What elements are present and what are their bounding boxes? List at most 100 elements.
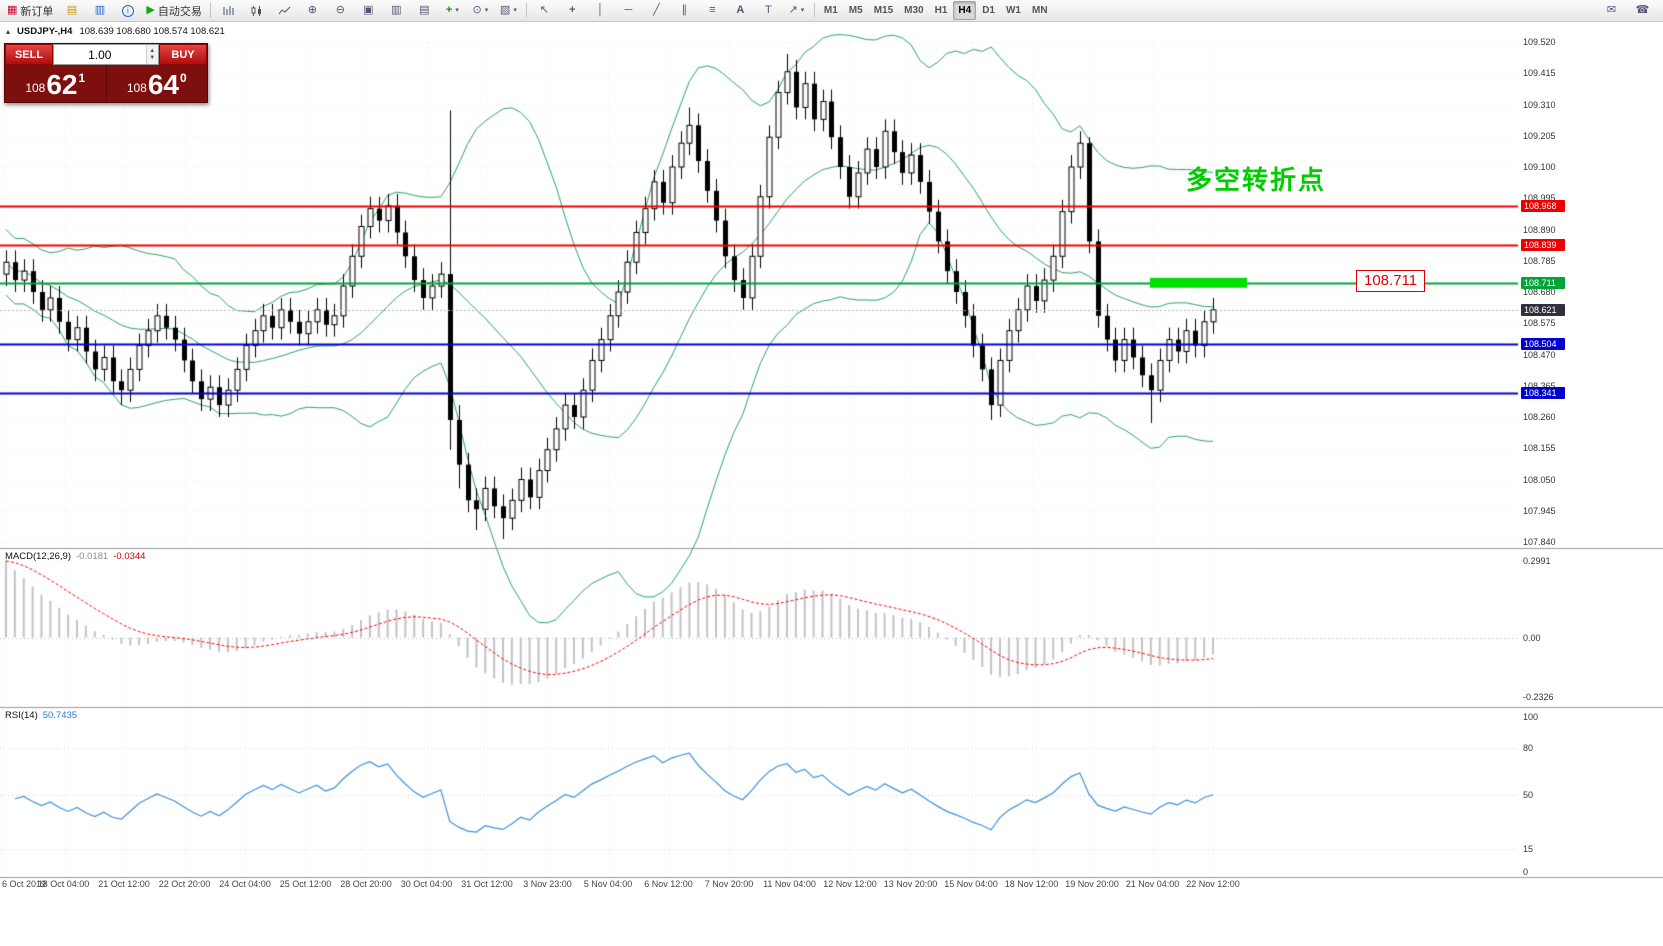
- zoom-out-button[interactable]: ⊖: [327, 1, 354, 21]
- vertical-line-button[interactable]: │: [587, 1, 614, 21]
- buy-button[interactable]: BUY: [159, 44, 207, 65]
- chart-text-annotation: 多空转折点: [1186, 165, 1327, 195]
- price-axis-label: 109.205: [1523, 130, 1556, 141]
- volume-down-button[interactable]: ▼: [149, 54, 156, 61]
- price-chart-canvas[interactable]: [0, 22, 1663, 946]
- fibonacci-button[interactable]: ≡: [699, 1, 726, 21]
- new-order-label: 新订单: [20, 5, 54, 18]
- phone-icon: ☎: [1635, 4, 1650, 16]
- toolbar-separator: [813, 3, 815, 18]
- time-axis-label: 15 Nov 04:00: [944, 879, 998, 889]
- cursor-icon: ↖: [539, 4, 549, 16]
- line-chart-button[interactable]: [271, 1, 298, 21]
- horizontal-line-button[interactable]: ─: [615, 1, 642, 21]
- symbol-header: ▴ USDJPY-,H4 108.639 108.680 108.574 108…: [6, 26, 225, 37]
- arrange-windows-button[interactable]: ▣: [355, 1, 382, 21]
- sell-button[interactable]: SELL: [5, 44, 53, 65]
- candlestick-chart-button[interactable]: [243, 1, 270, 21]
- new-order-button[interactable]: ▦ 新订单: [3, 1, 57, 21]
- symbol-ohlc-values: 108.639 108.680 108.574 108.621: [79, 26, 225, 37]
- zoom-in-button[interactable]: ⊕: [299, 1, 326, 21]
- price-axis-label: 108.995: [1523, 193, 1556, 204]
- buy-price-main: 64: [147, 69, 179, 100]
- time-axis-label: 12 Nov 12:00: [823, 879, 877, 889]
- crosshair-button[interactable]: +: [559, 1, 586, 21]
- candlestick-icon: [251, 5, 261, 16]
- timeframe-button-m1[interactable]: M1: [823, 5, 838, 16]
- volume-spinner: ▲ ▼: [145, 45, 158, 64]
- buy-price[interactable]: 108 64 0: [107, 65, 208, 102]
- price-axis-label: 107.840: [1523, 537, 1556, 547]
- arrows-button[interactable]: ↗ ▾: [783, 1, 810, 21]
- time-axis-label: 6 Nov 12:00: [644, 879, 693, 889]
- rsi-axis-label: 100: [1523, 712, 1539, 722]
- auto-trading-button[interactable]: ▶ 自动交易: [142, 1, 205, 21]
- time-axis-label: 19 Nov 20:00: [1065, 879, 1119, 889]
- cursor-button[interactable]: ↖: [531, 1, 558, 21]
- macd-axis-label: 0.00: [1523, 632, 1541, 643]
- help-button[interactable]: i: [114, 1, 141, 21]
- data-window-button[interactable]: ▥: [383, 1, 410, 21]
- toolbar-separator: [209, 3, 211, 18]
- timeframe-button-h1[interactable]: H1: [934, 5, 948, 16]
- text-button[interactable]: A: [727, 1, 754, 21]
- timeframe-button-mn[interactable]: MN: [1031, 5, 1048, 16]
- chart-window: 109.520 109.415 109.310 109.205 109.100 108.9…: [0, 22, 1663, 946]
- templates-button[interactable]: ▧ ▾: [495, 1, 522, 21]
- sell-price[interactable]: 108 62 1: [5, 65, 107, 102]
- time-axis-label: 28 Oct 20:00: [340, 879, 392, 889]
- macd-axis-label: 0.2991: [1523, 556, 1551, 566]
- chevron-down-icon: ▾: [484, 7, 489, 14]
- zoom-in-icon: ⊕: [307, 4, 317, 16]
- trendline-button[interactable]: ╱: [643, 1, 670, 21]
- text-label-button[interactable]: T: [755, 1, 782, 21]
- mail-button[interactable]: ✉: [1598, 1, 1625, 21]
- terminal-icon: ▥: [94, 4, 106, 16]
- time-axis-label: 30 Oct 04:00: [400, 879, 453, 889]
- phone-button[interactable]: ☎: [1629, 1, 1656, 21]
- volume-input[interactable]: [54, 45, 146, 64]
- timeframe-button-m5[interactable]: M5: [848, 5, 863, 16]
- vertical-line-icon: │: [596, 4, 604, 16]
- timeframe-button-m15[interactable]: M15: [873, 5, 894, 16]
- toolbar-right-group: ✉ ☎: [1598, 1, 1660, 21]
- price-axis-label: 108.050: [1523, 474, 1556, 485]
- time-axis-label: 7 Nov 20:00: [704, 879, 754, 889]
- price-axis-label: 108.680: [1523, 287, 1556, 297]
- hline-price-tag: 108.341: [1521, 386, 1565, 399]
- periods-button[interactable]: ⊙ ▾: [467, 1, 494, 21]
- new-order-icon: ▦: [7, 4, 18, 16]
- rsi-value: 50.7435: [42, 710, 78, 721]
- time-axis-label: 11 Nov 04:00: [763, 879, 816, 889]
- timeframe-button-m30[interactable]: M30: [904, 5, 924, 16]
- bar-chart-icon: [223, 5, 234, 15]
- sell-price-pip: 1: [78, 71, 86, 85]
- time-axis-label: 6 Oct 2019: [2, 879, 47, 889]
- timeframe-button-h4[interactable]: H4: [953, 1, 977, 20]
- clock-icon: ⊙: [472, 4, 482, 16]
- profiles-button[interactable]: ▤: [58, 1, 85, 21]
- profiles-icon: ▤: [66, 4, 78, 16]
- macd-indicator-label: MACD(12,26,9) -0.0181 -0.0344: [5, 551, 145, 562]
- price-level-callout[interactable]: 108.711: [1356, 270, 1426, 292]
- time-axis-label: 25 Oct 12:00: [279, 879, 332, 889]
- add-indicator-button[interactable]: + ▾: [439, 1, 466, 21]
- navigator-button[interactable]: ▤: [411, 1, 438, 21]
- time-axis-label: 31 Oct 12:00: [461, 879, 513, 889]
- auto-trading-label: 自动交易: [157, 5, 202, 18]
- volume-up-button[interactable]: ▲: [149, 47, 156, 54]
- channel-button[interactable]: ∥: [671, 1, 698, 21]
- chevron-down-icon: ▾: [513, 7, 517, 14]
- price-axis-label: 108.785: [1523, 255, 1556, 266]
- time-axis-label: 13 Nov 20:00: [883, 879, 938, 889]
- time-axis-label: 24 Oct 04:00: [219, 879, 271, 889]
- terminal-button[interactable]: ▥: [86, 1, 113, 21]
- price-axis-label: 109.520: [1523, 37, 1556, 47]
- bar-chart-button[interactable]: [215, 1, 242, 21]
- timeframe-button-d1[interactable]: D1: [982, 5, 995, 16]
- macd-name: MACD(12,26,9): [5, 551, 71, 562]
- text-icon: A: [736, 4, 745, 16]
- timeframe-button-w1[interactable]: W1: [1005, 5, 1021, 16]
- macd-axis-label: -0.2326: [1523, 692, 1554, 702]
- crosshair-icon: +: [569, 4, 576, 16]
